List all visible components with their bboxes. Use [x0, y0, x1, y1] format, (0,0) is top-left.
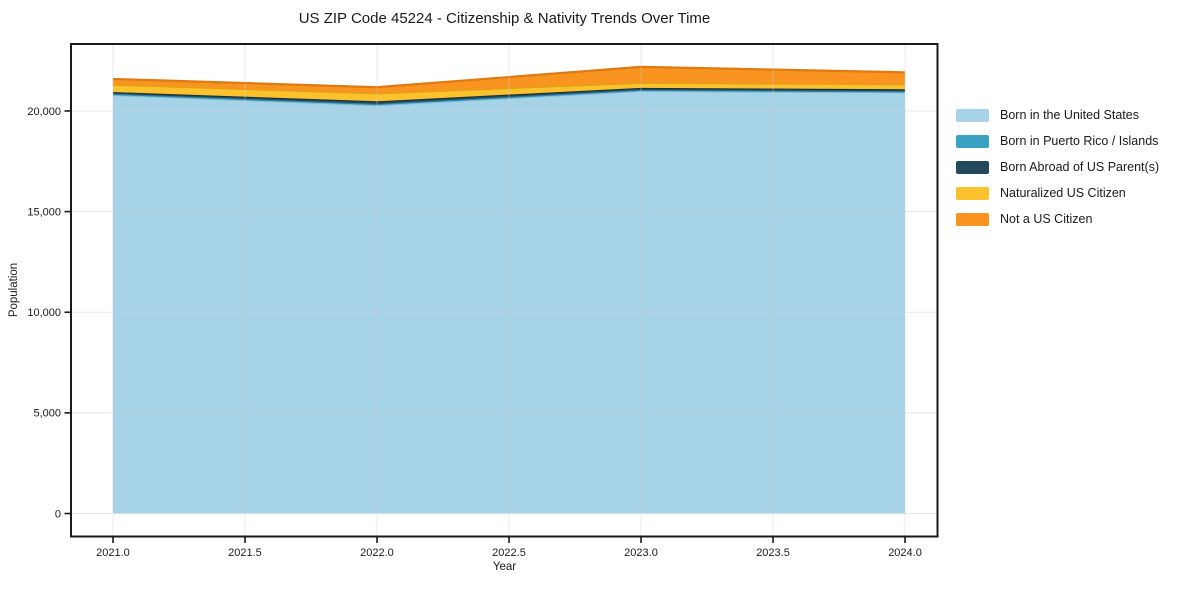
x-tick-label: 2024.0 — [888, 547, 922, 559]
area-series-4 — [112, 66, 906, 94]
x-axis-label: Year — [492, 561, 517, 573]
legend-label: Born in the United States — [1000, 108, 1139, 122]
area-series-0 — [112, 90, 906, 514]
legend-item-1: Born in Puerto Rico / Islands — [956, 133, 1159, 149]
legend-item-0: Born in the United States — [956, 107, 1159, 123]
area-series-3 — [112, 82, 906, 102]
legend-swatch-icon — [956, 134, 989, 148]
x-tick-label: 2023.5 — [756, 547, 790, 559]
y-tick-label: 10,000 — [27, 307, 61, 319]
legend-label: Naturalized US Citizen — [1000, 186, 1126, 200]
legend: Born in the United States Born in Puerto … — [956, 107, 1159, 227]
chart-title: US ZIP Code 45224 - Citizenship & Nativi… — [298, 10, 711, 27]
x-tick-label: 2021.5 — [228, 547, 262, 559]
plot-border — [70, 43, 939, 538]
x-tick-label: 2021.0 — [96, 547, 130, 559]
tick-marks — [64, 110, 906, 543]
legend-item-2: Born Abroad of US Parent(s) — [956, 159, 1159, 175]
y-tick-label: 5,000 — [33, 408, 61, 420]
y-tick-label: 20,000 — [27, 106, 61, 118]
legend-swatch-icon — [956, 212, 989, 226]
x-tick-label: 2022.5 — [492, 547, 526, 559]
legend-swatch-icon — [956, 160, 989, 174]
y-tick-label: 15,000 — [27, 206, 61, 218]
x-tick-label: 2023.0 — [624, 547, 658, 559]
tick-labels: 2021.0 2021.5 2022.0 2022.5 2023.0 2023.5 2024… — [27, 106, 922, 559]
x-tick-label: 2022.0 — [360, 547, 394, 559]
y-tick-label: 0 — [55, 508, 61, 520]
legend-label: Not a US Citizen — [1000, 212, 1093, 226]
legend-item-3: Naturalized US Citizen — [956, 185, 1159, 201]
legend-swatch-icon — [956, 186, 989, 200]
y-axis-label: Population — [8, 262, 20, 318]
legend-swatch-icon — [956, 108, 989, 122]
gridlines — [71, 44, 938, 537]
stacked-areas — [112, 65, 906, 514]
legend-item-4: Not a US Citizen — [956, 211, 1159, 227]
legend-label: Born in Puerto Rico / Islands — [1000, 134, 1159, 148]
area-edge-4 — [112, 65, 906, 89]
legend-label: Born Abroad of US Parent(s) — [1000, 160, 1160, 174]
